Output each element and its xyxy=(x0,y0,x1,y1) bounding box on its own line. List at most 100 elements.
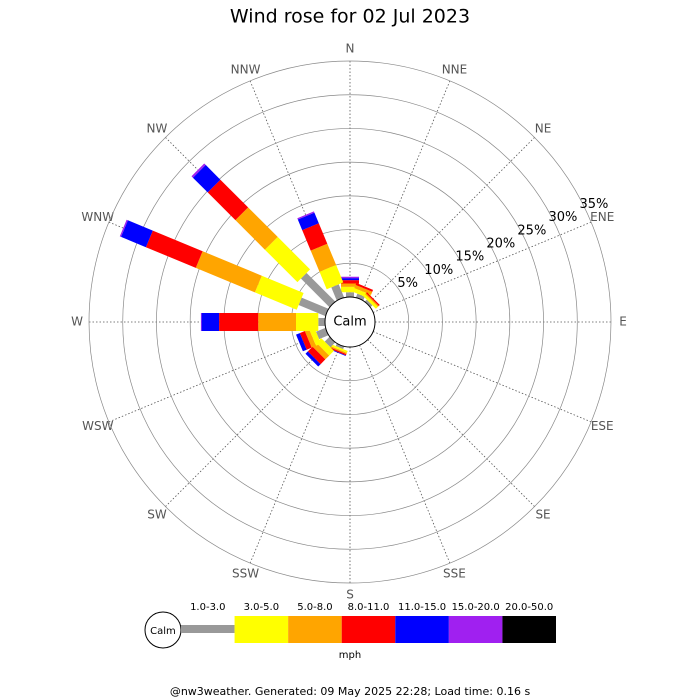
wind-segment xyxy=(219,313,259,331)
radial-tick-label: 30% xyxy=(548,210,577,225)
calm-circle xyxy=(324,296,376,348)
wind-segment xyxy=(355,283,373,292)
direction-label: N xyxy=(346,42,355,56)
wind-segment xyxy=(341,283,359,287)
direction-line xyxy=(359,344,451,564)
wind-segment xyxy=(310,243,337,272)
direction-label: NW xyxy=(147,121,168,135)
direction-line xyxy=(372,331,592,423)
wind-segment xyxy=(341,276,359,279)
wind-segment xyxy=(264,236,311,283)
wind-segment xyxy=(364,299,373,308)
wind-segment xyxy=(309,327,321,346)
legend-label: 1.0-3.0 xyxy=(190,602,225,613)
direction-label: SW xyxy=(147,508,167,522)
legend-label: 3.0-5.0 xyxy=(244,602,279,613)
legend-swatch xyxy=(502,616,556,643)
legend-swatch xyxy=(395,616,449,643)
wind-segment xyxy=(331,284,345,301)
wind-segment xyxy=(355,293,365,301)
wind-segment xyxy=(330,344,348,353)
legend-swatch xyxy=(181,625,235,633)
wind-segment xyxy=(305,351,321,367)
direction-label: SE xyxy=(535,508,550,522)
direction-label: NNW xyxy=(231,62,261,76)
radial-tick-label: 25% xyxy=(517,223,546,238)
wind-segment xyxy=(304,329,316,348)
direction-label: SSW xyxy=(232,567,259,581)
radial-tick-label: 20% xyxy=(486,236,515,251)
wind-segment xyxy=(335,343,345,350)
wind-segment xyxy=(296,333,307,352)
direction-label: NE xyxy=(535,121,552,135)
wind-segment xyxy=(235,207,278,250)
legend-label: 20.0-50.0 xyxy=(505,602,553,613)
grid-ring xyxy=(156,128,544,516)
wind-segment xyxy=(192,164,221,193)
wind-segment xyxy=(299,331,312,350)
radial-tick-label: 10% xyxy=(424,263,453,278)
calm-label: Calm xyxy=(333,315,366,330)
legend-calm-label: Calm xyxy=(150,626,176,637)
direction-label: W xyxy=(71,315,83,329)
direction-label: NNE xyxy=(442,62,468,76)
wind-segment xyxy=(307,346,326,365)
wind-segment xyxy=(316,327,329,340)
wind-segment xyxy=(329,346,347,355)
grid-ring xyxy=(88,60,612,584)
wind-segment xyxy=(207,179,249,221)
wind-segment xyxy=(119,219,128,237)
footer: @nw3weather. Generated: 09 May 2025 22:2… xyxy=(170,685,531,698)
legend-label: 5.0-8.0 xyxy=(297,602,332,613)
grid-ring xyxy=(122,94,578,550)
direction-line xyxy=(165,339,333,507)
direction-label: ENE xyxy=(590,210,614,224)
wind-segment xyxy=(298,297,329,317)
direction-label: S xyxy=(346,588,354,602)
wind-segment xyxy=(297,211,315,220)
direction-line xyxy=(359,80,451,300)
unit-label: mph xyxy=(339,650,361,661)
legend-label: 15.0-20.0 xyxy=(452,602,500,613)
legend-swatch xyxy=(448,616,503,643)
wind-segment xyxy=(366,292,380,306)
wind-segment xyxy=(254,275,304,310)
wind-segment xyxy=(302,223,328,251)
direction-line xyxy=(372,221,592,313)
legend-label: 11.0-15.0 xyxy=(398,602,446,613)
wind-segment xyxy=(300,272,336,308)
wind-segment xyxy=(297,212,319,231)
wind-segment xyxy=(354,284,373,295)
wind-segment xyxy=(329,347,347,356)
radial-tick-label: 15% xyxy=(455,250,484,265)
radial-tick-label: 5% xyxy=(397,276,418,291)
direction-label: WSW xyxy=(82,419,113,433)
wind-segment xyxy=(191,163,206,178)
radial-tick-label: 35% xyxy=(579,197,608,212)
wind-segment xyxy=(363,294,378,309)
direction-label: E xyxy=(619,315,627,329)
wind-segment xyxy=(316,338,334,356)
wind-segment xyxy=(258,313,296,331)
wind-segment xyxy=(200,313,202,331)
direction-line xyxy=(367,137,535,305)
direction-line xyxy=(249,344,341,564)
legend-swatch xyxy=(341,616,396,643)
legend-swatch xyxy=(288,616,342,643)
wind-segment xyxy=(341,278,359,281)
wind-segment xyxy=(318,318,325,326)
direction-line xyxy=(367,339,535,507)
wind-segment xyxy=(145,230,203,268)
wind-segment xyxy=(296,313,319,331)
wind-segment xyxy=(319,264,344,290)
wind-segment xyxy=(195,251,262,293)
wind-segment xyxy=(201,313,220,331)
wind-segment xyxy=(121,220,153,248)
direction-label: SSE xyxy=(443,567,466,581)
wind-segment xyxy=(324,336,336,348)
wind-segment xyxy=(312,342,330,360)
wind-segment xyxy=(341,280,359,284)
direction-line xyxy=(108,331,328,423)
direction-label: ESE xyxy=(591,419,614,433)
